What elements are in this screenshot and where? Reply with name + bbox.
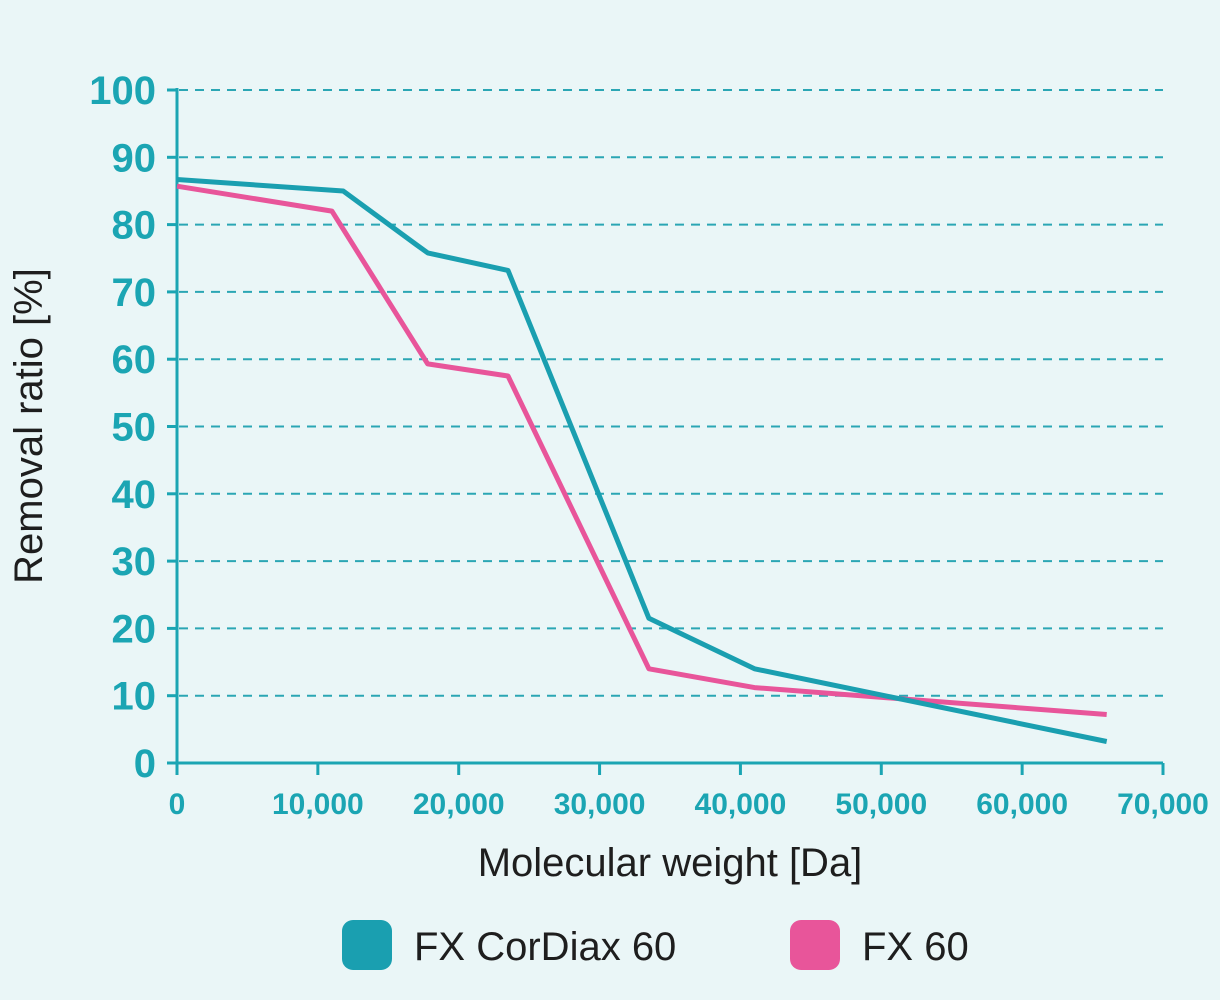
y-tick-label-10: 10	[112, 675, 157, 719]
y-tick-label-40: 40	[112, 473, 157, 517]
legend-swatch-fx-60	[790, 920, 840, 970]
series-lines	[176, 177, 1108, 744]
y-tick-label-50: 50	[112, 406, 157, 450]
x-tick-label-40000: 40,000	[695, 788, 787, 821]
series-line-fx-cordiax-60	[176, 177, 1108, 744]
legend-label-fx-cordiax-60: FX CorDiax 60	[414, 925, 676, 969]
gridlines	[179, 89, 1163, 697]
legend: FX CorDiax 60 FX 60	[342, 920, 969, 970]
y-tick-label-60: 60	[112, 338, 157, 382]
x-tick-label-20000: 20,000	[413, 788, 505, 821]
axes	[167, 88, 1165, 775]
x-tick-label-70000: 70,000	[1117, 788, 1209, 821]
x-axis-title: Molecular weight [Da]	[478, 841, 863, 885]
y-tick-label-90: 90	[112, 136, 157, 180]
x-tick-label-30000: 30,000	[554, 788, 646, 821]
y-tick-label-0: 0	[134, 742, 156, 786]
legend-swatch-fx-cordiax-60	[342, 920, 392, 970]
x-tick-label-0: 0	[169, 788, 186, 821]
legend-label-fx-60: FX 60	[862, 925, 969, 969]
y-tick-label-100: 100	[89, 69, 156, 113]
y-tick-labels: 0 10 20 30 40 50 60 70 80 90 100	[89, 69, 156, 786]
x-tick-label-60000: 60,000	[976, 788, 1068, 821]
series-line-fx-60	[176, 183, 1107, 717]
y-axis-title: Removal ratio [%]	[7, 268, 51, 584]
y-tick-label-20: 20	[112, 607, 157, 651]
y-tick-label-30: 30	[112, 540, 157, 584]
y-tick-label-70: 70	[112, 271, 157, 315]
y-tick-label-80: 80	[112, 204, 157, 248]
x-tick-label-50000: 50,000	[835, 788, 927, 821]
x-tick-label-10000: 10,000	[272, 788, 364, 821]
x-tick-labels: 0 10,000 20,000 30,000 40,000 50,000 60,000 70,…	[169, 788, 1209, 821]
